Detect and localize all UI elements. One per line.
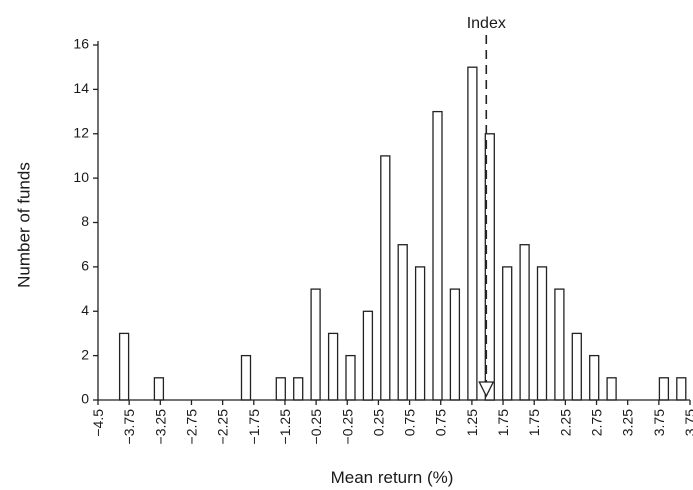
y-tick-label: 10 (73, 169, 89, 185)
x-tick-label: −0.25 (308, 409, 324, 445)
y-tick-label: 4 (81, 302, 89, 318)
histogram-bar (414, 266, 426, 401)
y-tick-label: 6 (81, 258, 89, 274)
histogram-bar (571, 332, 582, 401)
x-tick-label: −3.75 (121, 409, 137, 445)
histogram-bar (432, 110, 443, 401)
histogram-bar (275, 377, 286, 401)
x-tick-label: −1.25 (277, 409, 293, 445)
histogram-bar (118, 332, 130, 401)
x-axis-title: Mean return (%) (331, 468, 454, 487)
histogram-bar (380, 155, 391, 401)
y-tick-label: 2 (81, 346, 89, 362)
x-tick-label: 1.75 (526, 409, 542, 436)
histogram-bar (502, 266, 513, 401)
x-tick-label: −4.5 (90, 409, 106, 437)
x-tick-label: 0.75 (402, 409, 418, 436)
x-tick-label: 2.25 (557, 409, 573, 436)
x-axis: −4.5 −3.75 −3.25 −2.75 −2.25 −1.75 −1.25 −0.25−… (90, 399, 693, 445)
x-tick-label: 1.75 (495, 409, 511, 436)
histogram-bar (536, 266, 548, 401)
x-tick-label: −2.75 (184, 409, 200, 445)
histogram-bar (658, 377, 670, 401)
histogram-bar (589, 354, 600, 401)
histogram-bar (397, 244, 408, 401)
histogram-bar (554, 288, 565, 401)
histogram-bar (519, 244, 530, 401)
histogram-bar (676, 377, 687, 401)
histogram-bar (606, 377, 617, 401)
x-tick-label: 1.25 (464, 409, 480, 436)
index-arrow-icon (478, 381, 495, 398)
histogram-bar (310, 288, 321, 401)
x-tick-label: −2.25 (215, 409, 231, 445)
x-tick-label: 0.75 (433, 409, 449, 436)
x-tick-label: 3.75 (651, 409, 667, 436)
histogram-bar (293, 377, 304, 401)
index-annotation: Index (467, 15, 506, 398)
y-axis: 0 2 4 6 8 10 12 14 16 (73, 36, 99, 407)
y-tick-label: 14 (73, 80, 89, 96)
histogram-bar (449, 288, 461, 401)
histogram-bar (153, 377, 165, 401)
x-tick-label: −1.75 (246, 409, 262, 445)
histogram-bar (345, 354, 356, 401)
histogram-bar (327, 332, 339, 401)
y-tick-label: 0 (81, 391, 89, 407)
histogram-bar (362, 310, 374, 401)
index-label: Index (467, 15, 506, 32)
x-tick-label: 2.75 (589, 409, 605, 436)
histogram-bar (240, 354, 252, 401)
bars-group (118, 66, 687, 401)
x-tick-label: −0.25 (339, 409, 355, 445)
y-tick-label: 12 (73, 124, 89, 140)
x-tick-label: 3.75 (682, 409, 693, 436)
x-tick-label: 3.25 (620, 409, 636, 436)
histogram-bar (467, 66, 478, 401)
y-tick-label: 16 (73, 36, 89, 52)
x-tick-label: 0.25 (370, 409, 386, 436)
x-tick-label: −3.25 (152, 409, 168, 445)
y-tick-label: 8 (81, 213, 89, 229)
y-axis-title: Number of funds (14, 162, 33, 288)
